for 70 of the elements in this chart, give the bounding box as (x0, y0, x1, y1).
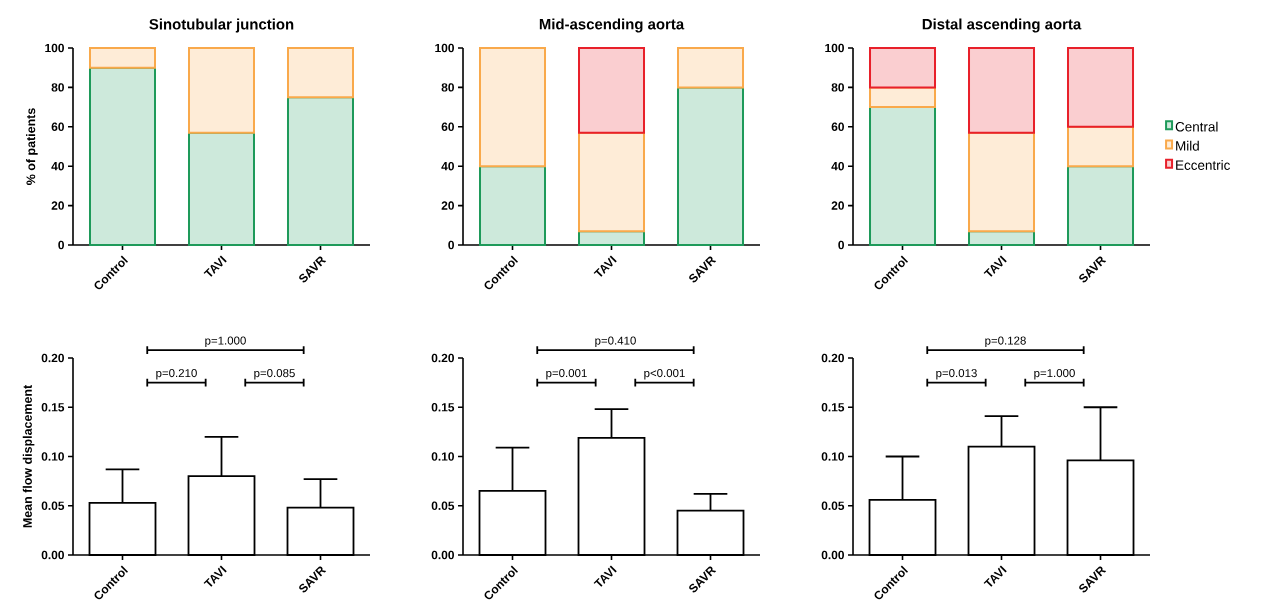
y-tick-label: 60 (831, 122, 844, 132)
y-tick-label: 80 (441, 83, 454, 92)
bar (968, 46, 1036, 134)
annotation: p=0.013 (936, 369, 977, 380)
bar (1067, 165, 1135, 246)
y-tick-label: 0.15 (41, 403, 65, 412)
y-tick-label: 0.10 (41, 452, 64, 461)
y-tick-label: 0.15 (431, 403, 455, 412)
bar (968, 131, 1036, 233)
bar (287, 96, 354, 246)
y-tick-label: 0.15 (821, 403, 845, 412)
y-axis-title: Mean flow displacement (22, 385, 35, 528)
y-axis-title: % of patients (26, 108, 38, 185)
y-tick-label: 60 (51, 122, 64, 132)
y-tick-label: 0.00 (821, 550, 844, 560)
y-tick-label: 0 (448, 240, 454, 250)
y-tick-label: 20 (51, 201, 64, 210)
y-tick-label: 0.05 (41, 501, 65, 510)
y-tick-label: 20 (831, 201, 844, 210)
y-tick-label: 100 (45, 43, 64, 53)
y-tick-label: 0.05 (431, 501, 455, 510)
y-tick-label: 100 (435, 43, 454, 53)
bar (287, 46, 354, 99)
y-tick-label: 100 (825, 43, 844, 53)
annotation: p=0.085 (254, 369, 295, 380)
y-tick-label: 0.05 (821, 501, 845, 510)
annotation: p=1.000 (1034, 369, 1075, 380)
text: p=0.410 (595, 336, 636, 347)
y-tick-label: 0.20 (821, 353, 844, 363)
y-tick-label: 40 (831, 161, 844, 171)
bar (869, 46, 937, 89)
y-tick-label: 40 (51, 161, 64, 171)
legend-label: Central (1175, 121, 1218, 132)
bar (188, 46, 255, 134)
bar (89, 46, 156, 69)
y-tick-label: 40 (441, 161, 454, 171)
legend-label: Mild (1176, 140, 1199, 151)
annotation: p=0.001 (546, 369, 587, 380)
y-tick-label: 0.10 (431, 452, 454, 461)
y-tick-label: 0 (58, 240, 64, 250)
bar (1067, 46, 1135, 128)
y-tick-label: 80 (51, 83, 64, 92)
legend-label: Eccentric (1176, 160, 1230, 170)
bar (1067, 125, 1135, 168)
y-tick-label: 0.00 (41, 550, 64, 560)
bar (479, 46, 547, 168)
bar (869, 106, 937, 246)
text: p=0.128 (985, 336, 1026, 347)
chart-title: Sinotubular junction (149, 18, 294, 33)
chart-title: Mid-ascending aorta (539, 18, 685, 33)
bar (188, 131, 255, 246)
bar (479, 165, 547, 246)
annotation: p=0.210 (156, 369, 197, 380)
bar (677, 46, 745, 89)
annotation: p<0.001 (644, 369, 685, 380)
y-tick-label: 0.10 (821, 452, 844, 461)
bar (677, 86, 745, 246)
bar (578, 46, 646, 134)
bar (89, 66, 156, 246)
y-tick-label: 80 (831, 83, 844, 92)
bar (578, 131, 646, 233)
chart-title: Distal ascending aorta (922, 18, 1082, 33)
y-tick-label: 60 (441, 122, 454, 132)
y-tick-label: 0.00 (431, 550, 454, 560)
y-tick-label: 0.20 (431, 353, 454, 363)
y-tick-label: 0.20 (41, 353, 64, 363)
y-tick-label: 20 (441, 201, 454, 210)
text: p=1.000 (205, 336, 246, 347)
bar (869, 86, 937, 109)
y-tick-label: 0 (838, 240, 844, 250)
